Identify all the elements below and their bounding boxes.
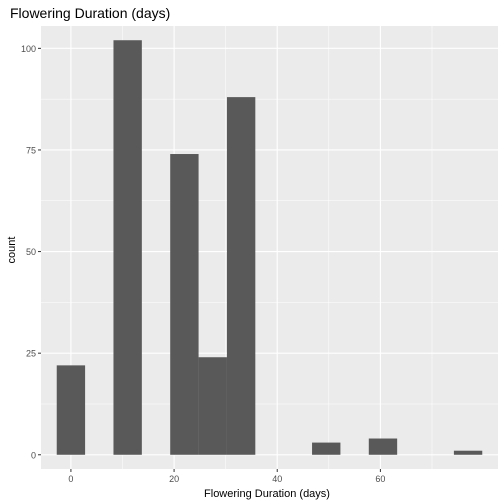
y-tick-label: 50 xyxy=(26,247,36,257)
x-axis-label: Flowering Duration (days) xyxy=(204,488,330,500)
histogram-bar xyxy=(113,40,142,455)
histogram-bar xyxy=(368,438,398,455)
histogram-bar xyxy=(170,154,199,455)
histogram-bar xyxy=(198,357,227,455)
y-tick-label: 75 xyxy=(26,145,36,155)
histogram-bar xyxy=(56,365,86,455)
x-tick-label: 0 xyxy=(68,474,73,484)
x-axis: 0 20 40 60 xyxy=(68,469,385,484)
x-tick-label: 60 xyxy=(375,474,385,484)
y-tick-label: 100 xyxy=(21,44,36,54)
chart-title: Flowering Duration (days) xyxy=(10,5,170,21)
x-tick-label: 20 xyxy=(169,474,179,484)
histogram-bar xyxy=(312,442,341,455)
y-tick-label: 0 xyxy=(31,450,36,460)
histogram-bar xyxy=(226,97,256,455)
y-axis: 0 25 50 75 100 xyxy=(21,44,41,460)
x-tick-label: 40 xyxy=(272,474,282,484)
y-tick-label: 25 xyxy=(26,349,36,359)
plot-panel xyxy=(41,26,498,469)
histogram-bar xyxy=(453,450,483,455)
bars xyxy=(56,40,483,455)
y-axis-label: count xyxy=(6,237,18,264)
